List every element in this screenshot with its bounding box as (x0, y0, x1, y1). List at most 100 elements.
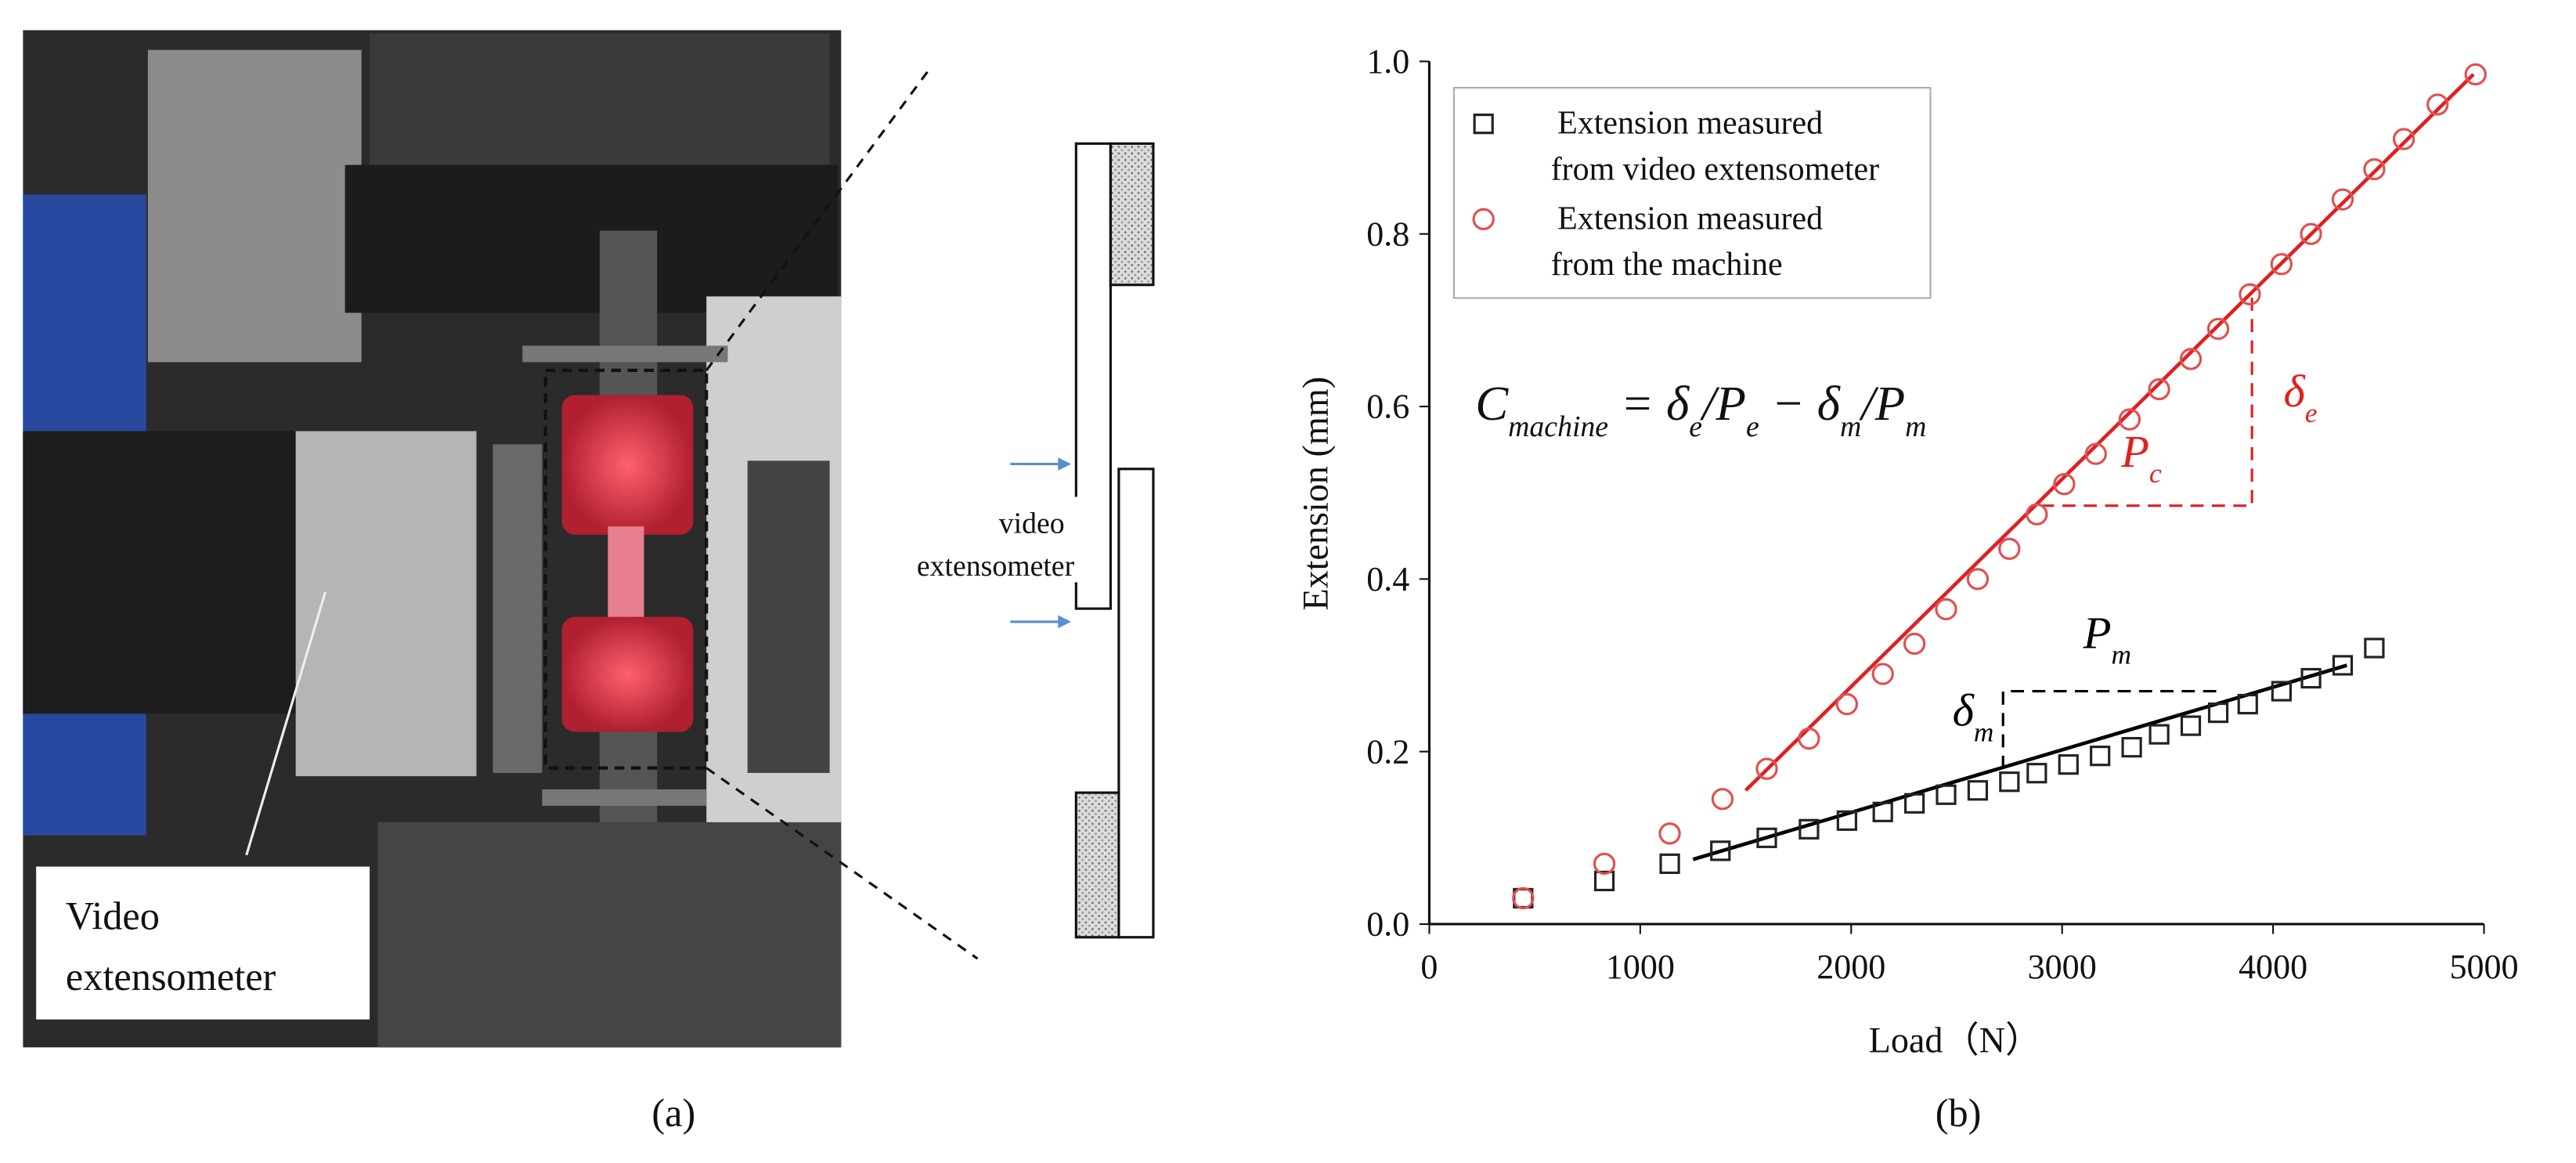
point (2148, 377, 2170, 401)
point (1935, 598, 1957, 621)
label-bg (985, 497, 1081, 583)
point (2180, 715, 2202, 736)
annotation-sub: e (2305, 398, 2318, 428)
fit-line (1744, 73, 2475, 792)
y-tick-label: 0.2 (1366, 732, 1409, 771)
y-tick-label: 0.8 (1366, 215, 1409, 253)
point (1755, 757, 1778, 780)
annotation-text: P (2083, 607, 2112, 658)
y-axis-label: Extension (mm) (1295, 377, 1335, 611)
zoom-line (705, 767, 979, 960)
y-tick-label: 1.0 (1366, 42, 1409, 81)
annotation-sub: e (1689, 410, 1702, 443)
point (1936, 784, 1957, 805)
point (1659, 853, 1680, 874)
x-axis-label: Load（N） (1869, 1020, 2041, 1060)
point (2207, 702, 2229, 724)
annotation-sub: m (2112, 639, 2131, 670)
point (1798, 727, 1820, 750)
panel-label: (b) (1936, 1091, 1982, 1135)
point (2300, 667, 2322, 689)
legend-marker (1473, 114, 1494, 135)
x-tick-label: 5000 (2449, 948, 2518, 986)
point (2364, 637, 2385, 659)
y-tick-label: 0.0 (1366, 905, 1409, 944)
point (1593, 852, 1616, 876)
point (2426, 93, 2449, 116)
annotation: δm (1953, 685, 1994, 747)
point (2053, 473, 2076, 496)
legend-box (1452, 86, 1932, 299)
legend-label: Extension measured (1557, 106, 1823, 142)
annotation-text: δ (1953, 685, 1975, 736)
point (1512, 887, 1535, 910)
point (2118, 408, 2141, 431)
x-tick-label: 1000 (1606, 948, 1675, 986)
point (2300, 222, 2322, 245)
annotation-sub: m (1974, 717, 1993, 747)
point (2026, 503, 2048, 526)
guide-line (2040, 294, 2253, 507)
point (2271, 681, 2292, 702)
point (2058, 754, 2079, 775)
guide-line (2001, 689, 2221, 769)
annotation-text: /P (1859, 376, 1905, 431)
point (1903, 632, 1926, 656)
annotation-text: δ (2284, 366, 2307, 417)
x-tick-label: 4000 (2239, 948, 2307, 986)
point (2239, 283, 2261, 305)
annotation-text: − δ (1759, 376, 1842, 431)
point (2148, 724, 2170, 745)
annotation: Pc (2120, 426, 2162, 488)
y-tick-label: 0.6 (1366, 388, 1409, 426)
y-tick-label: 0.4 (1366, 560, 1409, 598)
photo-caption: extensometer (66, 955, 276, 999)
point (1998, 537, 2021, 560)
point (1903, 793, 1925, 814)
photo: Video extensometer (23, 30, 842, 1048)
annotation-sub: m (1840, 410, 1861, 443)
legend-label: Extension measured (1557, 200, 1823, 237)
annotation: Cmachine = δe/Pe − δm/Pm (1475, 376, 1926, 443)
annotation-text: C (1475, 376, 1509, 431)
point (1710, 840, 1731, 861)
point (2332, 655, 2354, 676)
point (1835, 692, 1859, 716)
legend-label: from the machine (1551, 247, 1783, 283)
legend-marker (1472, 208, 1495, 231)
schematic-caption: extensometer (917, 550, 1075, 583)
point (2179, 348, 2203, 370)
point (2206, 317, 2230, 341)
x-tick-label: 2000 (1817, 948, 1885, 986)
point (1658, 822, 1681, 845)
annotation: Pm (2083, 607, 2131, 669)
point (2026, 763, 2047, 784)
point (2392, 128, 2415, 150)
plot: 0 1000 2000 3000 4000 5000 0.0 0.2 0.4 0.6 0.8 1.0 P… (1366, 42, 2518, 986)
point (1593, 870, 1615, 892)
point (1836, 810, 1857, 831)
point (2464, 63, 2487, 86)
point (1966, 568, 1990, 591)
point (1871, 663, 1894, 685)
point (2090, 746, 2111, 767)
annotation-text: P (2120, 426, 2149, 477)
schematic-caption: video (999, 507, 1065, 540)
point (1799, 818, 1820, 840)
point (1711, 788, 1734, 811)
annotation-sub: e (1746, 410, 1759, 443)
legend-label: from video extensometer (1551, 151, 1879, 187)
point (2237, 693, 2258, 715)
point (1872, 801, 1893, 822)
annotation-sub: machine (1508, 410, 1608, 443)
annotation-sub: c (2149, 458, 2162, 489)
x-tick-label: 0 (1420, 948, 1438, 986)
panel-label: (a) (651, 1091, 695, 1135)
point (2084, 442, 2107, 465)
point (1967, 780, 1989, 801)
photo-caption: Video (66, 894, 160, 937)
point (2331, 188, 2354, 211)
zoom-line (705, 65, 933, 371)
point (2363, 157, 2386, 181)
